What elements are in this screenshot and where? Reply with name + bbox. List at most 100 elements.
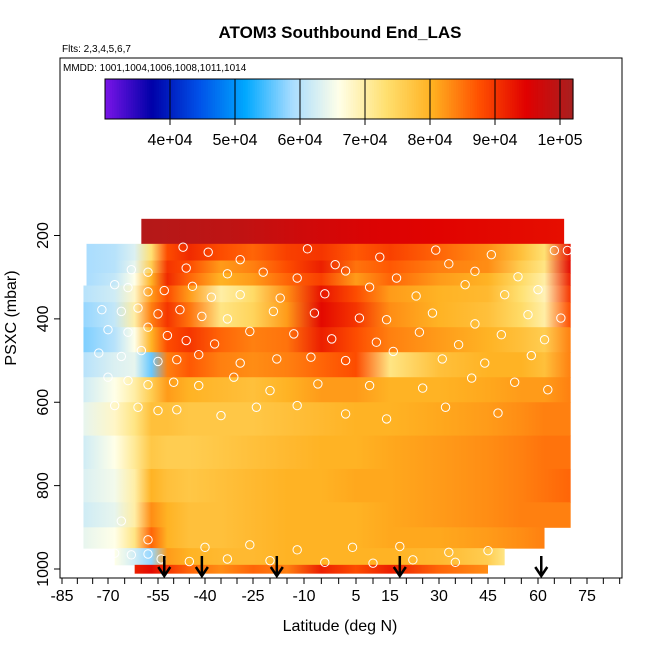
colorbar-swatch	[313, 79, 317, 119]
flight-arrow-head	[269, 566, 284, 579]
colorbar-swatch	[542, 79, 546, 119]
y-axis-label: PSXC (mbar)	[3, 270, 20, 365]
colorbar-swatch	[502, 79, 506, 119]
colorbar-swatch	[371, 79, 375, 119]
colorbar-swatch	[203, 79, 207, 119]
x-tick-label: 5	[352, 588, 361, 605]
colorbar-swatch	[427, 79, 431, 119]
colorbar-swatch	[170, 79, 174, 119]
colorbar-swatch	[486, 79, 490, 119]
y-tick-label: 600	[35, 389, 52, 416]
heatmap-layer	[83, 502, 571, 528]
colorbar-swatch	[303, 79, 307, 119]
data-point	[354, 313, 365, 323]
data-point	[450, 557, 461, 568]
colorbar-swatch	[287, 79, 291, 119]
colorbar-swatch	[448, 79, 452, 119]
colorbar-swatch	[266, 79, 270, 119]
data-point	[371, 337, 382, 347]
data-point	[470, 266, 480, 277]
colorbar-swatch	[491, 79, 495, 119]
colorbar-swatch	[458, 79, 462, 119]
data-point	[444, 259, 454, 269]
colorbar-tick-label: 1e+05	[538, 132, 583, 149]
colorbar-swatch	[339, 79, 342, 119]
data-point	[460, 279, 470, 290]
colorbar-swatch	[207, 79, 211, 119]
colorbar-swatch	[549, 79, 553, 119]
colorbar-swatch	[222, 79, 225, 119]
data-point	[543, 385, 553, 395]
colorbar-swatch	[498, 79, 502, 119]
colorbar-swatch	[554, 79, 558, 119]
data-point	[116, 516, 127, 526]
colorbar-swatch	[432, 79, 436, 119]
data-point	[103, 372, 113, 382]
colorbar-swatch	[512, 79, 516, 119]
colorbar-swatch	[381, 79, 385, 119]
colorbar-swatch	[109, 79, 113, 119]
colorbar-swatch	[189, 79, 193, 119]
x-tick-label: -10	[292, 588, 315, 605]
data-point	[222, 269, 233, 279]
colorbar-swatch	[446, 79, 450, 119]
colorbar-swatch	[273, 79, 277, 119]
colorbar-swatch	[362, 79, 366, 119]
colorbar-swatch	[226, 79, 230, 119]
data-point	[258, 267, 268, 277]
data-point	[143, 267, 153, 277]
colorbar-swatch	[467, 79, 471, 119]
colorbar-swatch	[236, 79, 239, 119]
colorbar-swatch	[151, 79, 155, 119]
colorbar-swatch	[112, 79, 115, 119]
x-axis: -85 -70 -55 -40 -25 -10 5 15 30 45 60 75	[50, 578, 621, 605]
data-point	[411, 291, 421, 301]
colorbar-swatch	[355, 79, 359, 119]
colorbar-swatch	[247, 79, 251, 119]
y-axis: 200 400 600 800 1000	[35, 222, 60, 587]
data-point	[184, 556, 195, 567]
data-point	[395, 541, 405, 552]
data-point	[178, 242, 188, 252]
data-point	[486, 249, 497, 260]
colorbar-swatch	[514, 79, 518, 119]
colorbar-swatch	[456, 79, 459, 119]
data-point	[235, 254, 245, 265]
data-point	[143, 535, 153, 545]
colorbar-swatch	[444, 79, 448, 119]
data-point	[414, 327, 425, 337]
heatmap-layers	[83, 218, 571, 574]
colorbar-swatch	[460, 79, 464, 119]
x-tick-label: 15	[381, 588, 399, 605]
data-point	[513, 272, 523, 282]
data-point	[181, 263, 191, 273]
colorbar-swatch	[451, 79, 455, 119]
colorbar-swatch	[310, 79, 314, 119]
colorbar-swatch	[324, 79, 328, 119]
data-point	[245, 326, 255, 337]
colorbar-swatch	[544, 79, 548, 119]
colorbar-swatch	[252, 79, 256, 119]
colorbar-swatch	[537, 79, 541, 119]
colorbar-tick-label: 6e+04	[278, 132, 323, 149]
x-tick-label: -55	[146, 588, 169, 605]
colorbar-frame	[104, 78, 574, 120]
colorbar-swatch	[402, 79, 406, 119]
colorbar-swatch	[119, 79, 122, 119]
data-point	[509, 377, 520, 387]
colorbar-swatch	[406, 79, 410, 119]
data-point	[381, 315, 392, 325]
colorbar-swatch	[271, 79, 275, 119]
colorbar-swatch	[425, 79, 429, 119]
colorbar-swatch	[193, 79, 197, 119]
data-point	[562, 245, 573, 256]
colorbar-swatch	[509, 79, 513, 119]
colorbar-swatch	[530, 79, 534, 119]
colorbar-swatch	[217, 79, 221, 119]
colorbar-swatch	[437, 79, 441, 119]
colorbar-swatch	[278, 79, 282, 119]
dates-subtitle: MMDD: 1001,1004,1006,1008,1011,1014	[63, 63, 247, 74]
colorbar-swatch	[161, 79, 165, 119]
colorbar-swatch	[565, 79, 569, 119]
